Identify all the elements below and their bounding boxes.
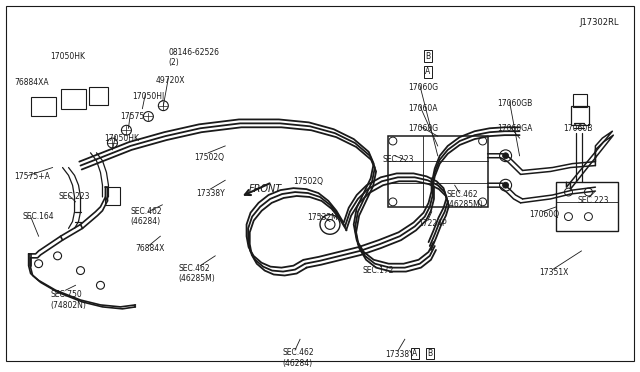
Text: 17060B: 17060B [563, 124, 593, 133]
Text: 17575: 17575 [120, 112, 145, 121]
Bar [557, 182, 618, 231]
Text: 17338Y: 17338Y [196, 189, 225, 198]
Text: SEC.750
(74802N): SEC.750 (74802N) [51, 290, 86, 310]
Text: 17532M: 17532M [307, 213, 338, 222]
Text: SEC.462
(46285M): SEC.462 (46285M) [179, 264, 215, 283]
Text: 08146-62526
(2): 08146-62526 (2) [168, 48, 220, 67]
Text: SEC.462
(46284): SEC.462 (46284) [131, 207, 162, 226]
Text: SEC.223: SEC.223 [383, 155, 414, 164]
Text: 17502Q: 17502Q [293, 177, 323, 186]
Text: SEC.223: SEC.223 [577, 196, 609, 205]
Text: A: A [425, 67, 430, 76]
Text: SEC.164: SEC.164 [22, 212, 54, 221]
Text: 17502Q: 17502Q [195, 153, 224, 162]
Text: 76884XA: 76884XA [15, 78, 49, 87]
Text: 17050HK: 17050HK [104, 134, 140, 143]
Text: 17060G: 17060G [408, 83, 438, 92]
Text: 17224P: 17224P [418, 219, 447, 228]
Text: 17060GB: 17060GB [498, 99, 533, 108]
Text: B: B [425, 52, 430, 61]
Text: SEC.462
(46285M): SEC.462 (46285M) [447, 190, 483, 209]
Text: 17060A: 17060A [408, 104, 437, 113]
Text: SEC.172: SEC.172 [363, 266, 394, 275]
Bar [573, 94, 588, 107]
Bar [572, 106, 589, 125]
Bar [388, 136, 488, 207]
Text: 17050HJ: 17050HJ [132, 92, 164, 101]
Text: B: B [427, 349, 433, 358]
Text: 17338Y: 17338Y [385, 350, 413, 359]
Text: A: A [412, 349, 417, 358]
Text: FRONT: FRONT [248, 184, 282, 194]
Circle shape [502, 182, 509, 188]
Text: 76884X: 76884X [136, 244, 164, 253]
Text: 17060GA: 17060GA [498, 124, 533, 133]
Text: 17575+A: 17575+A [15, 173, 51, 182]
Text: J17302RL: J17302RL [579, 18, 619, 28]
Text: 17050HK: 17050HK [51, 52, 86, 61]
Text: SEC.223: SEC.223 [59, 192, 90, 201]
Text: 17060Q: 17060Q [529, 210, 559, 219]
Bar [106, 187, 120, 205]
Circle shape [502, 153, 509, 159]
Text: SEC.462
(46284): SEC.462 (46284) [282, 348, 314, 368]
Text: 17351X: 17351X [540, 267, 569, 277]
Text: 49720X: 49720X [156, 76, 185, 85]
Text: 17060G: 17060G [408, 124, 438, 133]
